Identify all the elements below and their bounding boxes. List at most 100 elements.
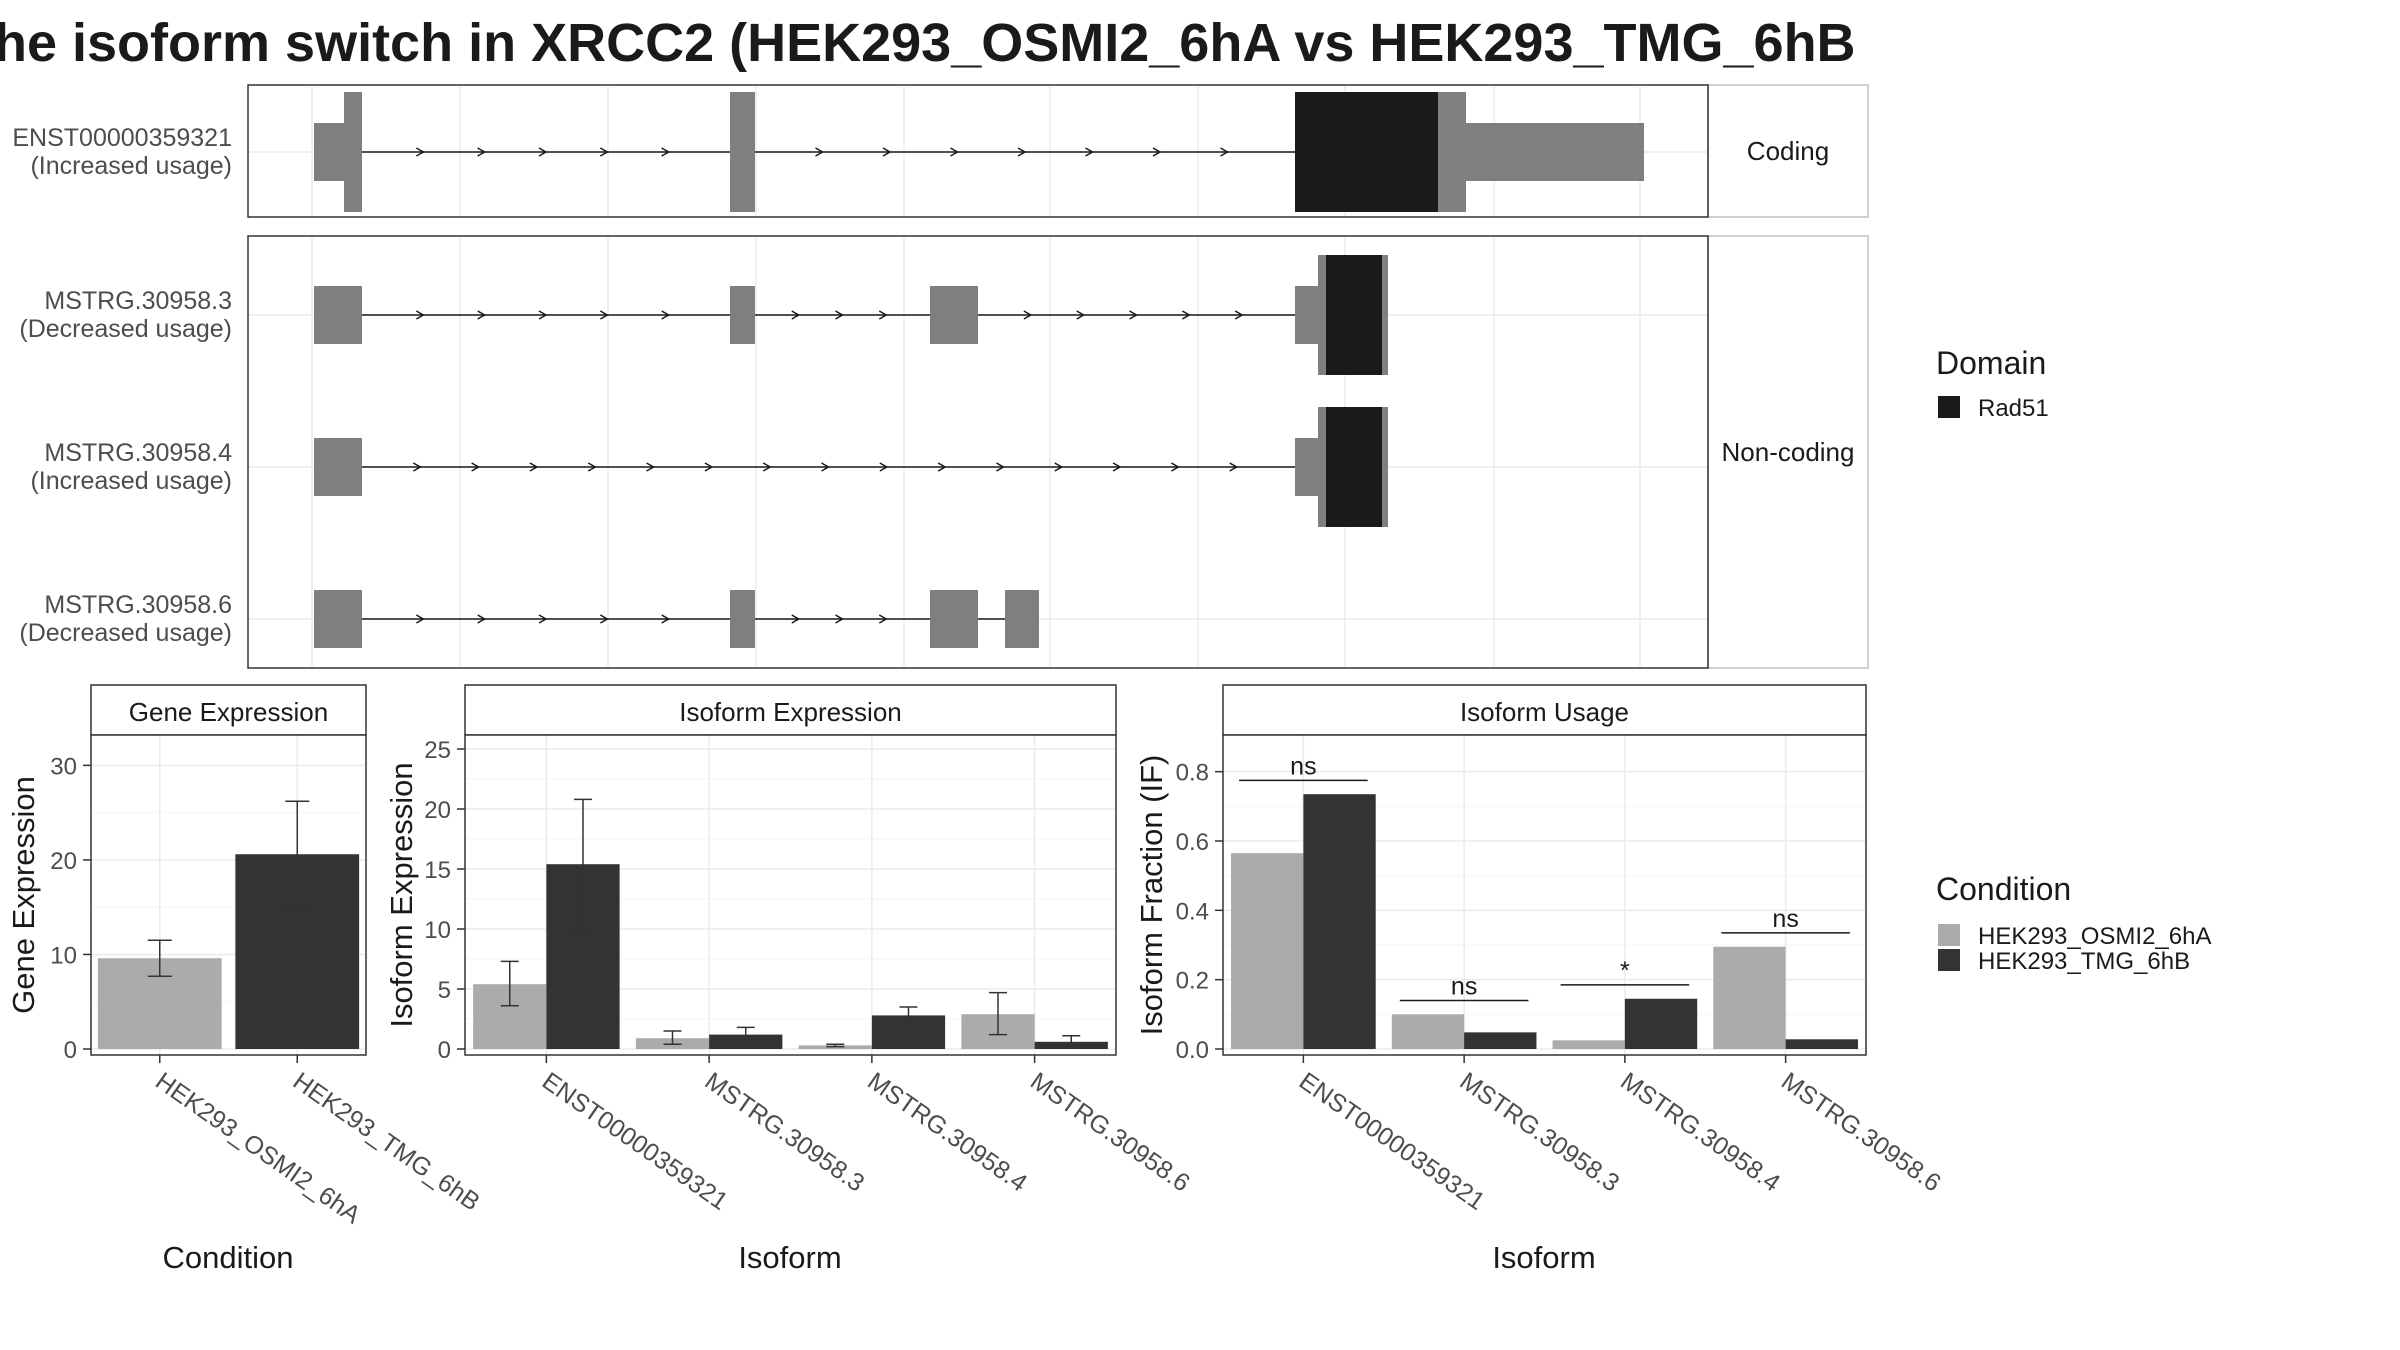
- y-tick-label: 20: [50, 848, 77, 875]
- transcript-structure-plot: CodingNon-codingENST00000359321(Increase…: [12, 84, 1869, 669]
- intron-arrow: [661, 614, 671, 624]
- intron-arrow: [1152, 147, 1162, 157]
- chart-title: he isoform switch in XRCC2 (HEK293_OSMI2…: [0, 13, 1856, 73]
- exon: [1295, 438, 1322, 496]
- transcript-label: MSTRG.30958.6: [44, 591, 232, 619]
- utr-exon: [1464, 123, 1644, 181]
- panel-title: Gene Expression: [129, 697, 328, 727]
- significance-label: ns: [1772, 905, 1798, 933]
- exon: [1005, 590, 1039, 648]
- panel-title: Isoform Expression: [679, 697, 902, 727]
- y-tick-label: 0.6: [1176, 829, 1209, 856]
- rad51-domain: [1326, 255, 1382, 375]
- significance-label: ns: [1451, 972, 1477, 1000]
- transcript-usage-label: (Decreased usage): [19, 619, 232, 647]
- bar: [1713, 946, 1786, 1049]
- y-tick-label: 20: [424, 797, 451, 824]
- intron-arrow: [996, 462, 1005, 472]
- intron-arrow: [599, 614, 609, 624]
- x-axis-title: Isoform: [738, 1240, 841, 1275]
- legend-label: HEK293_OSMI2_6hA: [1978, 923, 2211, 950]
- intron-arrow: [1234, 310, 1244, 320]
- intron-arrow: [599, 310, 609, 320]
- bar: [1785, 1039, 1858, 1049]
- intron-arrow: [704, 462, 714, 472]
- coding-exon: [730, 92, 755, 212]
- bar: [1552, 1040, 1625, 1049]
- intron-arrow: [538, 310, 548, 320]
- y-tick-label: 0.2: [1176, 968, 1209, 995]
- intron-arrow: [1076, 310, 1086, 320]
- y-axis-title: Gene Expression: [6, 776, 41, 1014]
- domain-legend: Domain Rad51: [1936, 345, 2049, 422]
- panel-border: [1222, 734, 1867, 1056]
- intron-arrow: [821, 462, 831, 472]
- rad51-domain: [1295, 92, 1440, 212]
- intron-arrow: [937, 462, 947, 472]
- panel-border: [247, 235, 1709, 669]
- panel-border: [247, 84, 1709, 218]
- intron-arrow: [415, 310, 425, 320]
- intron-arrow: [762, 462, 772, 472]
- bar: [1464, 1032, 1537, 1049]
- facet-label: Non-coding: [1722, 437, 1855, 467]
- bar: [1303, 794, 1376, 1049]
- intron-arrow: [538, 147, 548, 157]
- intron-arrow: [1023, 310, 1033, 320]
- exon: [930, 590, 978, 648]
- utr-exon: [314, 123, 346, 181]
- significance-label: ns: [1290, 752, 1316, 780]
- transcript-usage-label: (Increased usage): [30, 152, 232, 180]
- bar: [1391, 1014, 1465, 1049]
- intron-arrow: [412, 462, 422, 472]
- panel-strip: [90, 684, 367, 736]
- coding-exon: [1438, 92, 1466, 212]
- intron-arrow: [415, 147, 425, 157]
- x-tick-label: MSTRG.30958.4: [862, 1067, 1032, 1198]
- panel-border: [90, 734, 367, 1056]
- bar-panel-isoform-expression: Isoform Expression0510152025ENST00000359…: [384, 684, 1195, 1275]
- legend-swatch: [1938, 949, 1960, 971]
- legend-title: Domain: [1936, 345, 2046, 381]
- transcript-label: ENST00000359321: [12, 124, 232, 152]
- transcript-usage-label: (Increased usage): [30, 467, 232, 495]
- intron-arrow: [1220, 147, 1230, 157]
- y-axis-title: Isoform Expression: [384, 762, 419, 1027]
- intron-arrow: [471, 462, 481, 472]
- exon: [314, 286, 362, 344]
- y-tick-label: 0.8: [1176, 760, 1209, 787]
- y-tick-label: 0: [438, 1037, 451, 1064]
- legend-swatch: [1938, 396, 1960, 418]
- bar: [1624, 998, 1698, 1049]
- x-tick-label: MSTRG.30958.6: [1025, 1067, 1195, 1198]
- transcript-mstrg-30958-3: [314, 255, 1388, 375]
- legend-swatch: [1938, 924, 1960, 946]
- facet-strip: [1707, 235, 1869, 669]
- legend-label: HEK293_TMG_6hB: [1978, 948, 2190, 975]
- coding-exon: [344, 92, 362, 212]
- intron-arrow: [878, 614, 888, 624]
- y-tick-label: 0.0: [1176, 1037, 1209, 1064]
- y-tick-label: 5: [438, 977, 451, 1004]
- transcript-mstrg-30958-6: [314, 590, 1039, 648]
- facet-strip: [1707, 84, 1869, 218]
- intron-arrow: [529, 462, 539, 472]
- exon: [314, 590, 362, 648]
- intron-arrow: [879, 462, 889, 472]
- intron-arrow: [477, 310, 487, 320]
- transcript-usage-label: (Decreased usage): [19, 315, 232, 343]
- transcript-label: MSTRG.30958.3: [44, 287, 232, 315]
- intron-arrow: [815, 147, 825, 157]
- bar: [1231, 853, 1304, 1049]
- exon: [1295, 286, 1322, 344]
- x-tick-label: MSTRG.30958.4: [1615, 1067, 1785, 1198]
- x-axis-title: Isoform: [1492, 1240, 1595, 1275]
- panel-border: [464, 734, 1117, 1056]
- y-axis-title: Isoform Fraction (IF): [1134, 755, 1169, 1036]
- intron-arrow: [477, 614, 487, 624]
- significance-label: *: [1620, 957, 1630, 985]
- exon: [730, 286, 755, 344]
- intron-arrow: [599, 147, 609, 157]
